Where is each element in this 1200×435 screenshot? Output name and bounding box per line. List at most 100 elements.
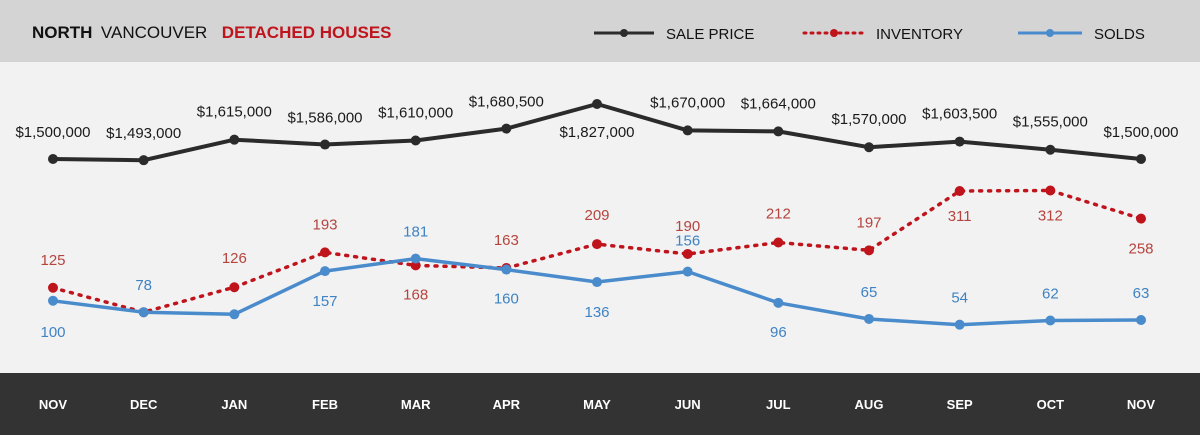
solds-point [682,266,693,277]
solds-data-label: 96 [770,324,787,341]
inventory-point [592,239,602,250]
x-axis-labels: NOV DEC JAN FEB MAR APR MAY JUN JUL AUG SEP OCT NOV [39,397,1156,412]
solds-point [592,277,602,288]
legend-solds-label: SOLDS [1094,26,1145,43]
inventory-point [320,247,330,258]
sale-price-point [138,155,149,166]
inventory-data-label: 126 [222,250,247,267]
solds-data-label: 157 [312,293,337,310]
data-labels: $1,500,000 $1,493,000 $1,615,000 $1,586,000… [15,94,1178,341]
sale-price-point [773,126,784,137]
sale-price-data-label: $1,500,000 [15,124,90,141]
inventory-data-label: 197 [856,214,881,231]
solds-data-label: 100 [40,324,65,341]
sale-price-data-label: $1,664,000 [741,95,816,112]
sale-price-data-label: $1,603,500 [922,106,997,123]
title-part-3: DETACHED HOUSES [222,23,392,42]
inventory-point [773,237,784,248]
legend-inventory-marker [830,29,838,37]
legend: SALE PRICE INVENTORY SOLDS [594,26,1145,43]
x-tick-label: JUN [675,397,701,412]
sale-price-point [501,123,512,134]
solds-data-label: 65 [861,284,878,301]
x-tick-label: DEC [130,397,158,412]
x-tick-label: SEP [947,397,973,412]
solds-point [1136,315,1146,325]
sale-price-data-label: $1,670,000 [650,94,725,111]
x-tick-label: JAN [221,397,247,412]
chart-title: NORTH VANCOUVER DETACHED HOUSES [32,23,392,42]
solds-data-label: 78 [135,277,152,294]
x-tick-label: AUG [855,397,884,412]
sale-price-point [682,125,693,136]
header-band [0,0,1200,62]
solds-point [138,307,149,318]
title-part-1: NORTH [32,23,92,42]
sale-price-data-label: $1,586,000 [287,110,362,127]
inventory-data-label: 193 [312,216,337,233]
sale-price-point [954,136,965,147]
solds-point [1045,315,1056,326]
sale-price-data-label: $1,493,000 [106,125,181,142]
solds-point [954,319,965,330]
sale-price-data-label: $1,827,000 [559,124,634,141]
x-tick-label: FEB [312,397,338,412]
solds-point [773,297,784,308]
legend-sale-price: SALE PRICE [594,26,754,43]
sale-price-point [592,99,602,109]
solds-point [501,264,512,275]
x-tick-label: JUL [766,397,791,412]
solds-point [864,313,874,324]
solds-data-label: 136 [584,304,609,321]
inventory-point [954,186,965,197]
legend-inventory: INVENTORY [802,26,963,43]
solds-point [48,295,58,306]
legend-solds-marker [1046,29,1054,37]
inventory-point [864,245,874,256]
solds-data-label: 63 [1133,285,1150,302]
solds-data-label: 62 [1042,286,1059,303]
sale-price-point [864,142,874,153]
legend-solds: SOLDS [1018,26,1145,43]
inventory-point [682,248,693,259]
solds-point [229,309,240,320]
x-tick-label: OCT [1037,397,1065,412]
inventory-data-label: 258 [1128,241,1153,258]
inventory-data-label: 168 [403,286,428,303]
x-tick-label: MAY [583,397,611,412]
x-tick-label: NOV [1127,397,1156,412]
legend-sale-price-marker [620,29,628,37]
x-tick-label: NOV [39,397,68,412]
sale-price-data-label: $1,500,000 [1103,124,1178,141]
sale-price-data-label: $1,680,500 [469,94,544,111]
footer-band [0,373,1200,435]
sale-price-point [1045,144,1056,155]
inventory-point [1136,213,1146,224]
inventory-data-label: 125 [40,252,65,269]
x-tick-label: APR [493,397,521,412]
inventory-data-label: 163 [494,232,519,249]
title-part-2: VANCOUVER [101,23,207,42]
inventory-data-label: 212 [766,206,791,223]
sale-price-data-label: $1,570,000 [831,111,906,128]
legend-sale-price-label: SALE PRICE [666,26,754,43]
solds-point [410,253,421,264]
sale-price-data-label: $1,610,000 [378,104,453,121]
sale-price-point [48,154,58,164]
inventory-data-label: 312 [1038,208,1063,225]
solds-point [320,266,330,277]
sale-price-data-label: $1,615,000 [197,104,272,121]
solds-data-label: 156 [675,233,700,250]
sale-price-point [1136,154,1146,164]
solds-data-label: 181 [403,224,428,241]
series-layer [48,99,1146,330]
solds-data-label: 160 [494,291,519,308]
sale-price-point [320,139,330,150]
inventory-data-label: 209 [584,207,609,224]
sale-price-point [229,134,240,145]
legend-inventory-label: INVENTORY [876,26,963,43]
inventory-point [48,282,58,293]
solds-data-label: 54 [951,290,968,307]
